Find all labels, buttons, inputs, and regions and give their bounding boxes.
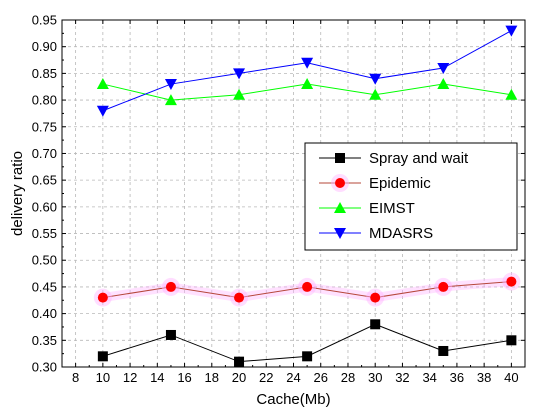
data-point — [502, 272, 521, 291]
x-tick-label: 34 — [422, 370, 436, 385]
series-epidemic — [93, 272, 521, 307]
legend-item: MDASRS — [319, 225, 433, 242]
y-tick-label: 0.75 — [32, 119, 57, 134]
x-tick-label: 20 — [232, 370, 246, 385]
data-point — [301, 57, 314, 69]
legend-label: Epidemic — [369, 175, 431, 192]
x-tick-label: 40 — [504, 370, 518, 385]
data-point — [438, 345, 449, 356]
x-tick-label: 26 — [314, 370, 328, 385]
data-point — [96, 105, 109, 117]
marker-dot — [438, 281, 449, 292]
x-tick-label: 22 — [259, 370, 273, 385]
legend: Spray and wait Epidemic EIMST MDASRS — [304, 142, 518, 251]
data-point — [302, 351, 313, 362]
data-point — [233, 88, 246, 100]
data-point — [93, 288, 112, 307]
legend-label: MDASRS — [369, 225, 433, 242]
legend-label: Spray and wait — [369, 150, 469, 167]
legend-marker — [334, 202, 346, 213]
data-point — [505, 88, 518, 100]
y-tick-label: 0.65 — [32, 173, 57, 188]
x-tick-label: 36 — [450, 370, 464, 385]
x-tick-label: 30 — [368, 370, 382, 385]
marker-dot — [302, 281, 313, 292]
x-tick-label: 10 — [96, 370, 110, 385]
data-point — [97, 351, 108, 362]
y-tick-label: 0.45 — [32, 279, 57, 294]
y-tick-label: 0.30 — [32, 360, 57, 375]
marker-dot — [234, 292, 245, 303]
data-point — [165, 329, 176, 340]
series-mdasrs — [96, 25, 518, 117]
data-point — [298, 277, 317, 296]
marker-dot — [165, 281, 176, 292]
marker-dot — [506, 276, 517, 287]
data-point — [301, 78, 314, 90]
data-point — [434, 277, 453, 296]
x-tick-label: 12 — [123, 370, 137, 385]
y-tick-label: 0.80 — [32, 93, 57, 108]
legend-item: EIMST — [319, 200, 415, 217]
marker-dot — [335, 178, 345, 188]
data-point — [161, 277, 180, 296]
series-eimst — [96, 78, 518, 106]
legend-item: Spray and wait — [319, 150, 469, 167]
marker-dot — [370, 292, 381, 303]
y-tick-label: 0.60 — [32, 199, 57, 214]
y-tick-label: 0.85 — [32, 66, 57, 81]
series-area — [93, 25, 521, 367]
axes — [61, 19, 526, 368]
data-point — [370, 319, 381, 330]
data-point — [506, 335, 517, 346]
y-axis-label: delivery ratio — [9, 151, 26, 236]
data-point — [230, 288, 249, 307]
tick-labels: 8 10 12 14 16 18 20 22 24 26 28 30 32 34 36 38 40 0.30 0.3… — [32, 13, 519, 386]
data-point — [369, 73, 382, 85]
legend-marker — [331, 174, 349, 192]
data-point — [164, 79, 177, 91]
y-tick-label: 0.70 — [32, 146, 57, 161]
legend-marker — [334, 228, 346, 239]
legend-label: EIMST — [369, 200, 415, 217]
data-point — [96, 78, 109, 90]
y-tick-label: 0.40 — [32, 306, 57, 321]
x-tick-label: 32 — [395, 370, 409, 385]
data-point — [233, 68, 246, 80]
legend-marker — [335, 153, 345, 163]
data-point — [369, 88, 382, 100]
y-tick-label: 0.95 — [32, 13, 57, 28]
x-tick-label: 28 — [341, 370, 355, 385]
x-tick-label: 8 — [72, 370, 79, 385]
data-point — [505, 25, 518, 37]
data-point — [164, 94, 177, 106]
data-point — [234, 356, 245, 367]
y-tick-label: 0.35 — [32, 333, 57, 348]
y-tick-label: 0.50 — [32, 253, 57, 268]
legend-item: Epidemic — [319, 174, 431, 192]
series-spray-and-wait — [97, 319, 517, 367]
y-tick-label: 0.55 — [32, 226, 57, 241]
x-tick-label: 24 — [286, 370, 300, 385]
x-axis-label: Cache(Mb) — [256, 391, 330, 408]
x-tick-label: 38 — [477, 370, 491, 385]
x-tick-label: 18 — [205, 370, 219, 385]
x-tick-label: 16 — [177, 370, 191, 385]
data-point — [437, 63, 450, 75]
marker-dot — [97, 292, 108, 303]
x-tick-label: 14 — [150, 370, 164, 385]
y-tick-label: 0.90 — [32, 39, 57, 54]
data-point — [366, 288, 385, 307]
data-point — [437, 78, 450, 90]
